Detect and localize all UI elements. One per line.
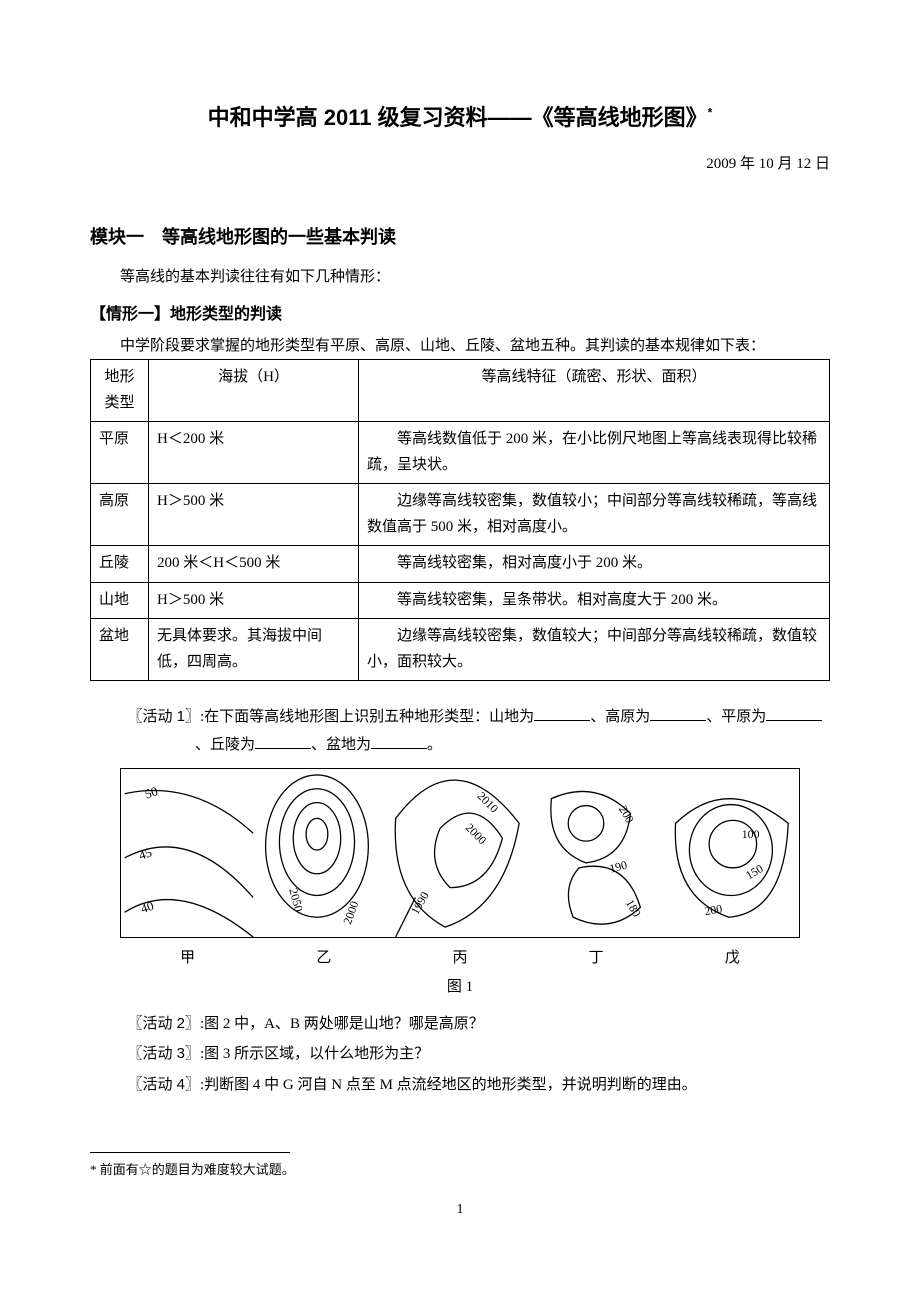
activity-2: 〖活动 2〗:图 2 中，A、B 两处哪是山地？哪是高原？: [90, 1010, 830, 1039]
footnote-rule: [90, 1152, 290, 1153]
figure-1: 50 45 40 2050 2000 2010 2000 1990: [120, 768, 801, 938]
svg-text:2050: 2050: [287, 886, 307, 913]
svg-text:180: 180: [623, 896, 644, 918]
activity-label: 〖活动 3〗: [128, 1045, 201, 1062]
svg-text:2010: 2010: [475, 788, 502, 815]
activity-4: 〖活动 4〗:判断图 4 中 G 河自 N 点至 M 点流经地区的地形类型，并说…: [90, 1071, 830, 1100]
table-row: 山地 H＞500 米 等高线较密集，呈条带状。相对高度大于 200 米。: [91, 582, 830, 619]
title-text: 中和中学高 2011 级复习资料——《等高线地形图》: [208, 105, 708, 130]
table-row: 盆地 无具体要求。其海拔中间低，四周高。 边缘等高线较密集，数值较大；中间部分等…: [91, 619, 830, 681]
blank-field[interactable]: [534, 706, 590, 721]
svg-text:200: 200: [703, 901, 723, 918]
page-number: 1: [90, 1202, 830, 1218]
svg-text:2000: 2000: [341, 899, 362, 926]
panel-wu: 100 150 200: [664, 769, 800, 937]
svg-text:2000: 2000: [463, 820, 490, 847]
panel-ding: 200 190 180: [528, 769, 664, 937]
activity-label: 〖活动 1〗: [128, 708, 201, 725]
activity-3: 〖活动 3〗:图 3 所示区域，以什么地形为主？: [90, 1040, 830, 1069]
svg-text:200: 200: [616, 803, 637, 825]
footnote: * 前面有☆的题目为难度较大试题。: [90, 1159, 830, 1178]
situation-intro: 中学阶段要求掌握的地形类型有平原、高原、山地、丘陵、盆地五种。其判读的基本规律如…: [90, 334, 830, 355]
activity-label: 〖活动 2〗: [128, 1015, 201, 1032]
blank-field[interactable]: [766, 706, 822, 721]
header-elevation: 海拔（H）: [149, 360, 359, 422]
panel-bing: 2010 2000 1990: [392, 769, 528, 937]
svg-text:1990: 1990: [408, 889, 432, 917]
activity-1: 〖活动 1〗:在下面等高线地形图上识别五种地形类型：山地为、高原为、平原为、丘陵…: [90, 703, 830, 760]
svg-text:100: 100: [741, 827, 759, 841]
title-asterisk: *: [708, 106, 713, 120]
svg-text:190: 190: [608, 857, 629, 875]
blank-field[interactable]: [371, 734, 427, 749]
panel-jia: 50 45 40: [121, 769, 257, 937]
svg-text:50: 50: [143, 784, 160, 801]
situation-heading: 【情形一】地形类型的判读: [90, 300, 830, 324]
blank-field[interactable]: [255, 734, 311, 749]
table-row: 平原 H＜200 米 等高线数值低于 200 米，在小比例尺地图上等高线表现得比…: [91, 422, 830, 484]
blank-field[interactable]: [650, 706, 706, 721]
table-row: 丘陵 200 米＜H＜500 米 等高线较密集，相对高度小于 200 米。: [91, 546, 830, 583]
table-header-row: 地形类型 海拔（H） 等高线特征（疏密、形状、面积）: [91, 360, 830, 422]
document-date: 2009 年 10 月 12 日: [90, 152, 830, 173]
panel-yi: 2050 2000: [256, 769, 392, 937]
panel-captions: 甲 乙 丙 丁 戊: [120, 946, 801, 967]
header-type: 地形类型: [91, 360, 149, 422]
table-row: 高原 H＞500 米 边缘等高线较密集，数值较小；中间部分等高线较稀疏，等高线数…: [91, 484, 830, 546]
terrain-table: 地形类型 海拔（H） 等高线特征（疏密、形状、面积） 平原 H＜200 米 等高…: [90, 359, 830, 681]
document-title: 中和中学高 2011 级复习资料——《等高线地形图》*: [90, 100, 830, 132]
module-lead: 等高线的基本判读往往有如下几种情形：: [90, 265, 830, 286]
module-heading: 模块一 等高线地形图的一些基本判读: [90, 223, 830, 249]
header-feature: 等高线特征（疏密、形状、面积）: [359, 360, 830, 422]
activity-label: 〖活动 4〗: [128, 1076, 201, 1093]
figure-caption: 图 1: [90, 975, 830, 996]
